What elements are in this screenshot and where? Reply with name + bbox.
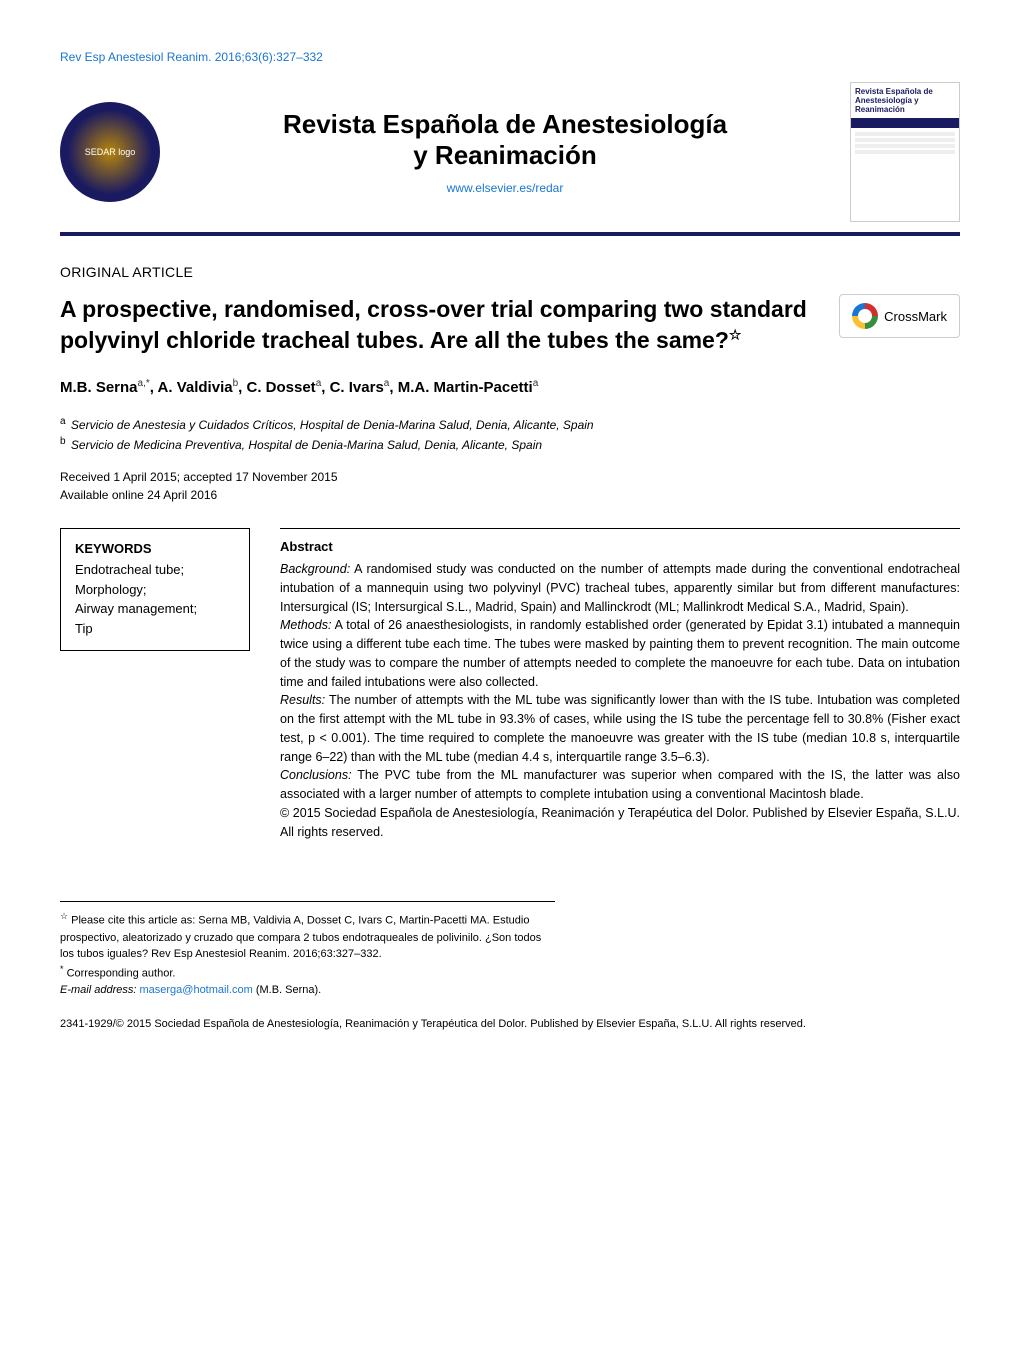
email-author-paren: (M.B. Serna). [256, 984, 321, 996]
footnote-corr-sup: * [60, 964, 64, 974]
article-title-text: A prospective, randomised, cross-over tr… [60, 296, 807, 353]
title-footnote-star: ☆ [729, 326, 742, 342]
article-dates: Received 1 April 2015; accepted 17 Novem… [60, 468, 960, 504]
crossmark-badge[interactable]: CrossMark [839, 294, 960, 338]
footnote-cite-sup: ☆ [60, 911, 68, 921]
footnote-corresponding: * Corresponding author. [60, 963, 555, 982]
journal-title-block: Revista Española de Anestesiología y Rea… [180, 109, 830, 195]
journal-url-link[interactable]: www.elsevier.es/redar [447, 181, 564, 195]
keywords-list: Endotracheal tube;Morphology;Airway mana… [75, 560, 235, 638]
footnote-corr-text: Corresponding author. [67, 967, 176, 979]
society-logo-alt: SEDAR logo [85, 147, 136, 157]
footnotes-block: ☆ Please cite this article as: Serna MB,… [60, 901, 555, 998]
journal-header: SEDAR logo Revista Española de Anestesio… [60, 82, 960, 236]
corresponding-email-link[interactable]: maserga@hotmail.com [139, 984, 252, 996]
affiliations-block: a Servicio de Anestesia y Cuidados Críti… [60, 414, 960, 454]
keywords-box: KEYWORDS Endotracheal tube;Morphology;Ai… [60, 528, 250, 651]
keyword-item: Tip [75, 619, 235, 639]
received-line: Received 1 April 2015; accepted 17 Novem… [60, 468, 960, 486]
abstract-body: Background: A randomised study was condu… [280, 560, 960, 841]
available-line: Available online 24 April 2016 [60, 486, 960, 504]
footnote-cite-text: Please cite this article as: Serna MB, V… [60, 915, 541, 960]
crossmark-icon [852, 303, 878, 329]
running-citation: Rev Esp Anestesiol Reanim. 2016;63(6):32… [60, 50, 960, 64]
abstract-column: Abstract Background: A randomised study … [280, 528, 960, 841]
journal-title-line2: y Reanimación [413, 140, 597, 170]
cover-title: Revista Española de Anestesiología y Rea… [855, 87, 955, 114]
article-type-label: ORIGINAL ARTICLE [60, 264, 960, 280]
authors-line: M.B. Sernaa,*, A. Valdiviab, C. Dosseta,… [60, 378, 960, 396]
affiliation-line: a Servicio de Anestesia y Cuidados Críti… [60, 414, 960, 434]
society-logo: SEDAR logo [60, 102, 160, 202]
keyword-item: Airway management; [75, 599, 235, 619]
page-copyright: 2341-1929/© 2015 Sociedad Española de An… [60, 1016, 960, 1033]
keyword-item: Endotracheal tube; [75, 560, 235, 580]
abstract-heading: Abstract [280, 539, 960, 554]
journal-title-line1: Revista Española de Anestesiología [283, 109, 727, 139]
footnote-citation: ☆ Please cite this article as: Serna MB,… [60, 910, 555, 962]
email-label: E-mail address: [60, 984, 136, 996]
crossmark-label: CrossMark [884, 309, 947, 324]
keyword-item: Morphology; [75, 580, 235, 600]
affiliation-line: b Servicio de Medicina Preventiva, Hospi… [60, 434, 960, 454]
journal-title: Revista Española de Anestesiología y Rea… [180, 109, 830, 171]
keywords-heading: KEYWORDS [75, 541, 235, 556]
article-title: A prospective, randomised, cross-over tr… [60, 294, 819, 356]
footnote-email: E-mail address: maserga@hotmail.com (M.B… [60, 982, 555, 999]
journal-cover-thumbnail: Revista Española de Anestesiología y Rea… [850, 82, 960, 222]
